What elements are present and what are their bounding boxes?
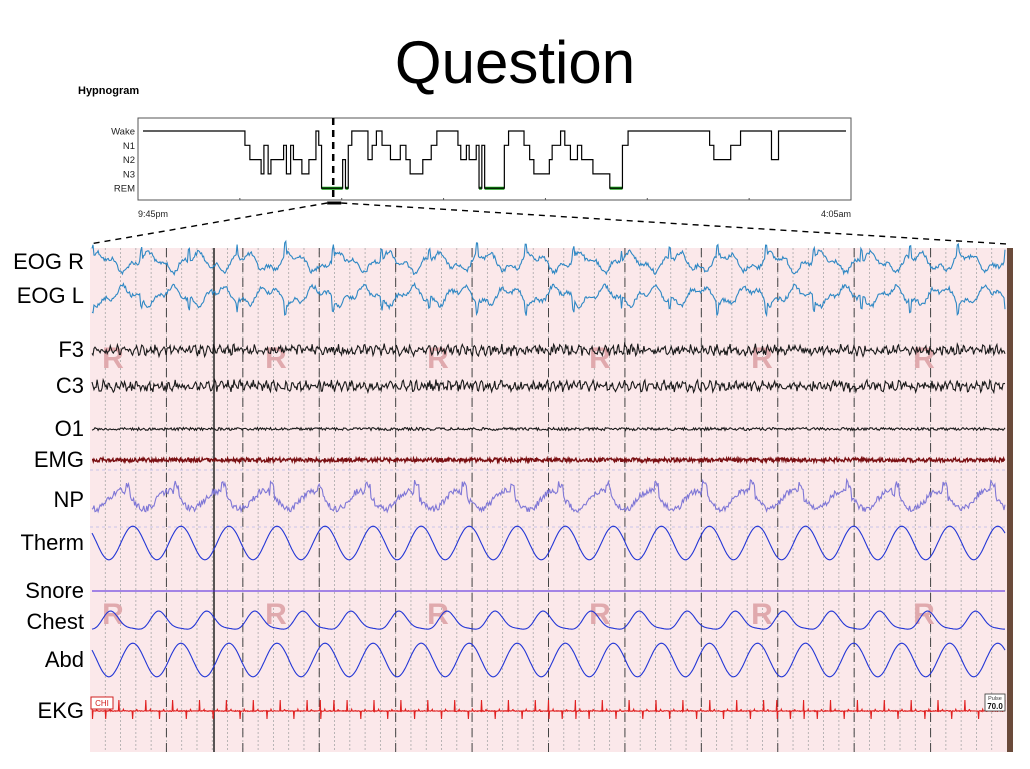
pulse-value: 70.0 [987,702,1003,711]
slide-title: Question [394,29,636,96]
hypnogram-stage-label: N1 [123,141,135,152]
channel-label: EKG [37,698,84,723]
signal-trace-emg [92,455,1006,465]
channel-label: Therm [20,530,84,555]
stage-marker: R [913,598,935,631]
signal-trace-eog_l [91,281,1006,318]
signal-trace-ekg [91,699,1006,720]
signal-trace-resp [91,642,1006,678]
signal-scrollbar [1007,248,1013,752]
channel-label: EMG [33,447,84,472]
hypnogram-stage-label: N2 [123,155,135,166]
signal-trace-eeg_small [91,426,1006,432]
signal-trace-eeg [91,377,1006,395]
stage-marker: R [589,342,611,375]
hypnogram-x-tick-label: 9:45pm [138,209,168,219]
channel-label: Abd [44,647,84,672]
zoom-guide-left [89,202,328,245]
channel-label: O1 [54,416,84,441]
zoom-guide-right [341,202,1008,245]
channel-label: NP [53,487,84,512]
stage-marker: R [265,598,287,631]
channel-label: F3 [58,337,84,362]
signal-trace-eog_r [91,239,1006,277]
hypnogram-stage-label: Wake [111,127,135,138]
channel-label: Chest [26,609,84,634]
stage-marker: R [751,598,773,631]
pulse-box [984,693,1006,712]
channel-label: C3 [55,373,84,398]
pulse-label: Pulse [988,696,1002,702]
stage-marker: R [102,598,124,631]
channel-label: Snore [25,578,84,603]
signal-trace-resp [91,525,1006,561]
ekg-scale-box-text: CHI [95,699,109,708]
stage-marker: R [102,342,124,375]
hypnogram-line [143,130,846,189]
signal-trace-resp_small [91,610,1006,630]
hypnogram-stage-label: REM [114,184,135,195]
channel-label: EOG L [16,283,84,308]
hypnogram-title: Hypnogram [78,85,140,97]
hypnogram-stage-label: N3 [123,169,135,180]
channel-label: EOG R [13,249,84,274]
stage-marker: R [427,598,449,631]
signal-trace-eeg [91,341,1006,359]
stage-marker: R [265,342,287,375]
ekg-scale-box [90,696,114,710]
signal-trace-np [91,477,1006,514]
hypnogram-x-tick-label: 4:05am [821,209,851,219]
stage-marker: R [589,598,611,631]
